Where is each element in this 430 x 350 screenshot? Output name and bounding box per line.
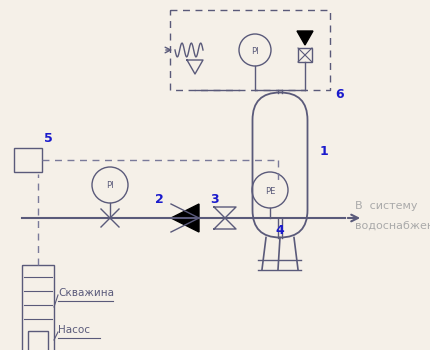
Bar — [28, 331, 48, 350]
Text: водоснабжения: водоснабжения — [355, 221, 430, 231]
Polygon shape — [171, 204, 199, 232]
Text: 2: 2 — [155, 193, 164, 206]
Text: В  систему: В систему — [355, 201, 418, 211]
Bar — [22, 265, 54, 350]
Text: 4: 4 — [275, 224, 284, 237]
Text: 1: 1 — [320, 145, 329, 158]
Text: 6: 6 — [335, 88, 344, 101]
Text: PI: PI — [106, 182, 114, 190]
Bar — [14, 148, 42, 172]
Polygon shape — [297, 31, 313, 45]
Text: PE: PE — [265, 187, 275, 196]
Text: Скважина: Скважина — [58, 288, 114, 298]
Text: PI: PI — [251, 47, 259, 56]
Bar — [298, 48, 312, 62]
Text: 3: 3 — [210, 193, 218, 206]
Text: 5: 5 — [44, 132, 53, 145]
Text: Насос: Насос — [58, 325, 90, 335]
